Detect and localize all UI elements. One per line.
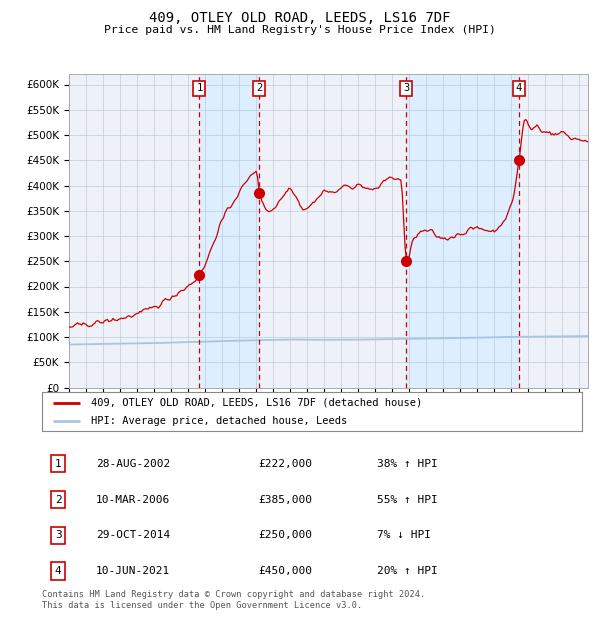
Text: 4: 4 (55, 566, 62, 576)
Text: £250,000: £250,000 (258, 530, 312, 540)
Text: 2: 2 (55, 495, 62, 505)
Text: 20% ↑ HPI: 20% ↑ HPI (377, 566, 437, 576)
Text: £450,000: £450,000 (258, 566, 312, 576)
Text: 28-AUG-2002: 28-AUG-2002 (96, 459, 170, 469)
Text: 4: 4 (516, 84, 522, 94)
Text: Price paid vs. HM Land Registry's House Price Index (HPI): Price paid vs. HM Land Registry's House … (104, 25, 496, 35)
Text: 7% ↓ HPI: 7% ↓ HPI (377, 530, 431, 540)
Text: 2: 2 (256, 84, 263, 94)
Bar (406, 74, 519, 388)
Text: 10-MAR-2006: 10-MAR-2006 (96, 495, 170, 505)
Text: 409, OTLEY OLD ROAD, LEEDS, LS16 7DF (detached house): 409, OTLEY OLD ROAD, LEEDS, LS16 7DF (de… (91, 398, 422, 408)
Text: Contains HM Land Registry data © Crown copyright and database right 2024.
This d: Contains HM Land Registry data © Crown c… (42, 590, 425, 609)
Text: £222,000: £222,000 (258, 459, 312, 469)
Text: 29-OCT-2014: 29-OCT-2014 (96, 530, 170, 540)
Text: HPI: Average price, detached house, Leeds: HPI: Average price, detached house, Leed… (91, 415, 347, 425)
Text: 1: 1 (55, 459, 62, 469)
Text: 3: 3 (55, 530, 62, 540)
Text: £385,000: £385,000 (258, 495, 312, 505)
Text: 55% ↑ HPI: 55% ↑ HPI (377, 495, 437, 505)
Text: 1: 1 (196, 84, 202, 94)
Text: 10-JUN-2021: 10-JUN-2021 (96, 566, 170, 576)
Bar (199, 74, 259, 388)
Text: 3: 3 (403, 84, 410, 94)
Text: 38% ↑ HPI: 38% ↑ HPI (377, 459, 437, 469)
Text: 409, OTLEY OLD ROAD, LEEDS, LS16 7DF: 409, OTLEY OLD ROAD, LEEDS, LS16 7DF (149, 11, 451, 25)
